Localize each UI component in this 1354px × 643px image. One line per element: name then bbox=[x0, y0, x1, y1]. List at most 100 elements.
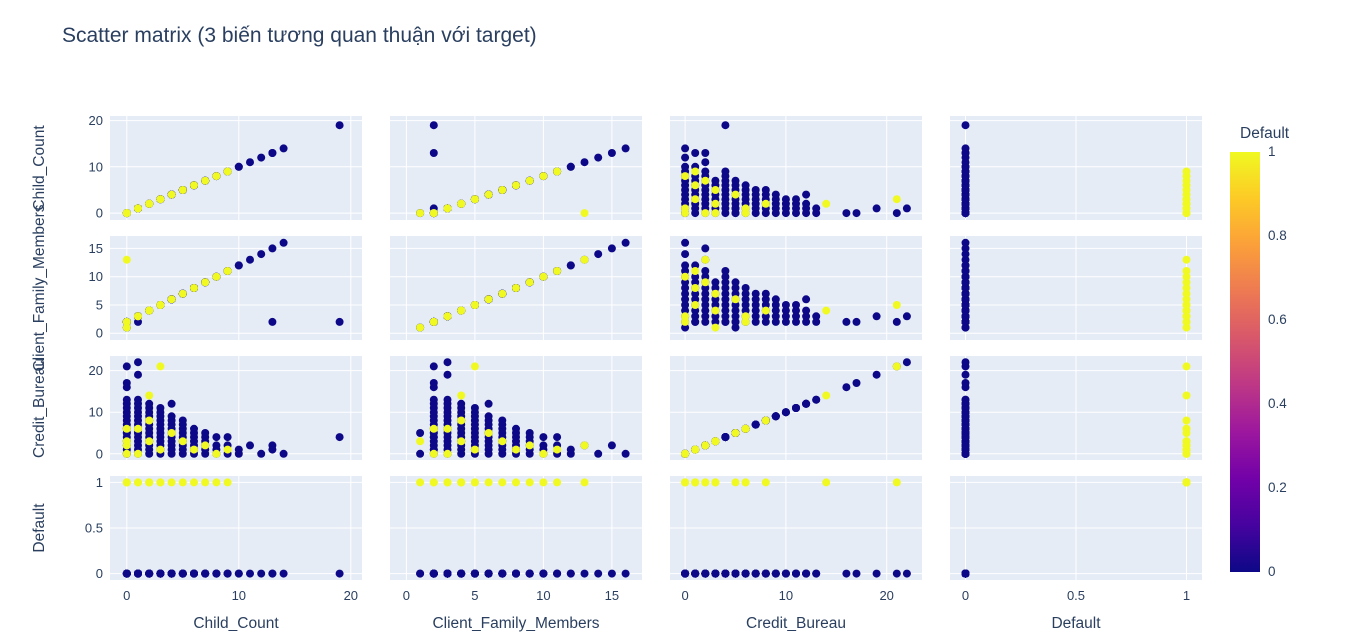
data-point[interactable] bbox=[134, 204, 142, 213]
data-point[interactable] bbox=[701, 278, 710, 287]
data-point[interactable] bbox=[781, 569, 790, 578]
data-point[interactable] bbox=[781, 312, 790, 321]
data-point[interactable] bbox=[498, 186, 507, 194]
data-point[interactable] bbox=[691, 312, 700, 321]
data-point[interactable] bbox=[812, 204, 821, 213]
data-point[interactable] bbox=[122, 209, 131, 218]
data-point[interactable] bbox=[178, 416, 187, 425]
data-point[interactable] bbox=[961, 358, 970, 367]
data-point[interactable] bbox=[498, 416, 507, 425]
data-point[interactable] bbox=[1182, 317, 1191, 326]
data-point[interactable] bbox=[145, 569, 154, 578]
data-point[interactable] bbox=[201, 441, 210, 450]
data-point[interactable] bbox=[812, 317, 821, 326]
data-point[interactable] bbox=[681, 267, 690, 275]
data-point[interactable] bbox=[961, 144, 970, 153]
data-point[interactable] bbox=[681, 204, 690, 213]
data-point[interactable] bbox=[711, 478, 720, 487]
data-point[interactable] bbox=[771, 295, 780, 304]
data-point[interactable] bbox=[416, 437, 425, 446]
data-point[interactable] bbox=[721, 306, 730, 315]
data-point[interactable] bbox=[701, 272, 710, 281]
data-point[interactable] bbox=[122, 255, 131, 264]
data-point[interactable] bbox=[1182, 167, 1191, 176]
data-point[interactable] bbox=[279, 449, 288, 458]
data-point[interactable] bbox=[872, 569, 881, 578]
data-point[interactable] bbox=[681, 272, 690, 281]
cell-family-vs-family[interactable] bbox=[390, 236, 642, 340]
data-point[interactable] bbox=[257, 250, 266, 259]
data-point[interactable] bbox=[701, 317, 710, 326]
data-point[interactable] bbox=[145, 306, 154, 315]
data-point[interactable] bbox=[792, 569, 800, 578]
data-point[interactable] bbox=[621, 238, 630, 247]
data-point[interactable] bbox=[201, 569, 210, 578]
data-point[interactable] bbox=[691, 272, 700, 281]
cell-bureau-vs-family[interactable] bbox=[390, 356, 642, 460]
data-point[interactable] bbox=[234, 162, 243, 171]
data-point[interactable] bbox=[279, 569, 288, 578]
data-point[interactable] bbox=[691, 278, 700, 287]
data-point[interactable] bbox=[681, 295, 690, 304]
data-point[interactable] bbox=[711, 284, 720, 292]
data-point[interactable] bbox=[691, 149, 700, 157]
data-point[interactable] bbox=[246, 569, 254, 578]
data-point[interactable] bbox=[771, 301, 780, 309]
data-point[interactable] bbox=[607, 244, 616, 253]
data-point[interactable] bbox=[607, 569, 616, 578]
data-point[interactable] bbox=[961, 272, 970, 281]
data-point[interactable] bbox=[902, 312, 911, 321]
data-point[interactable] bbox=[751, 186, 760, 194]
cell-default-vs-bureau[interactable] bbox=[670, 476, 922, 580]
data-point[interactable] bbox=[741, 424, 750, 433]
data-point[interactable] bbox=[212, 569, 221, 578]
data-point[interactable] bbox=[721, 301, 730, 309]
data-point[interactable] bbox=[145, 437, 154, 446]
data-point[interactable] bbox=[1182, 255, 1191, 264]
data-point[interactable] bbox=[122, 379, 131, 387]
data-point[interactable] bbox=[771, 569, 780, 578]
cell-default-vs-family[interactable] bbox=[390, 476, 642, 580]
data-point[interactable] bbox=[178, 289, 187, 298]
data-point[interactable] bbox=[416, 449, 425, 458]
data-point[interactable] bbox=[178, 569, 187, 578]
data-point[interactable] bbox=[621, 144, 630, 153]
data-point[interactable] bbox=[457, 478, 466, 487]
data-point[interactable] bbox=[1182, 312, 1191, 321]
data-point[interactable] bbox=[512, 181, 520, 190]
data-point[interactable] bbox=[961, 121, 970, 130]
data-point[interactable] bbox=[681, 278, 690, 287]
data-point[interactable] bbox=[751, 301, 760, 309]
data-point[interactable] bbox=[892, 301, 901, 309]
data-point[interactable] bbox=[457, 399, 466, 408]
data-point[interactable] bbox=[580, 478, 589, 487]
data-point[interactable] bbox=[681, 238, 690, 247]
data-point[interactable] bbox=[457, 416, 466, 425]
data-point[interactable] bbox=[721, 284, 730, 292]
data-point[interactable] bbox=[691, 301, 700, 309]
data-point[interactable] bbox=[792, 195, 800, 204]
data-point[interactable] bbox=[443, 395, 452, 404]
data-point[interactable] bbox=[961, 244, 970, 253]
data-point[interactable] bbox=[691, 284, 700, 292]
data-point[interactable] bbox=[681, 172, 690, 181]
data-point[interactable] bbox=[190, 445, 198, 454]
data-point[interactable] bbox=[701, 301, 710, 309]
data-point[interactable] bbox=[335, 433, 344, 442]
data-point[interactable] bbox=[122, 323, 131, 332]
data-point[interactable] bbox=[701, 176, 710, 185]
data-point[interactable] bbox=[751, 317, 760, 326]
data-point[interactable] bbox=[961, 250, 970, 259]
cell-bureau-vs-child_count[interactable] bbox=[110, 356, 362, 460]
data-point[interactable] bbox=[512, 569, 520, 578]
data-point[interactable] bbox=[268, 445, 277, 454]
data-point[interactable] bbox=[822, 391, 831, 400]
data-point[interactable] bbox=[134, 358, 142, 367]
data-point[interactable] bbox=[190, 569, 198, 578]
data-point[interactable] bbox=[842, 569, 851, 578]
data-point[interactable] bbox=[691, 306, 700, 315]
data-point[interactable] bbox=[122, 362, 131, 371]
data-point[interactable] bbox=[257, 569, 266, 578]
data-point[interactable] bbox=[201, 176, 210, 185]
data-point[interactable] bbox=[792, 301, 800, 309]
